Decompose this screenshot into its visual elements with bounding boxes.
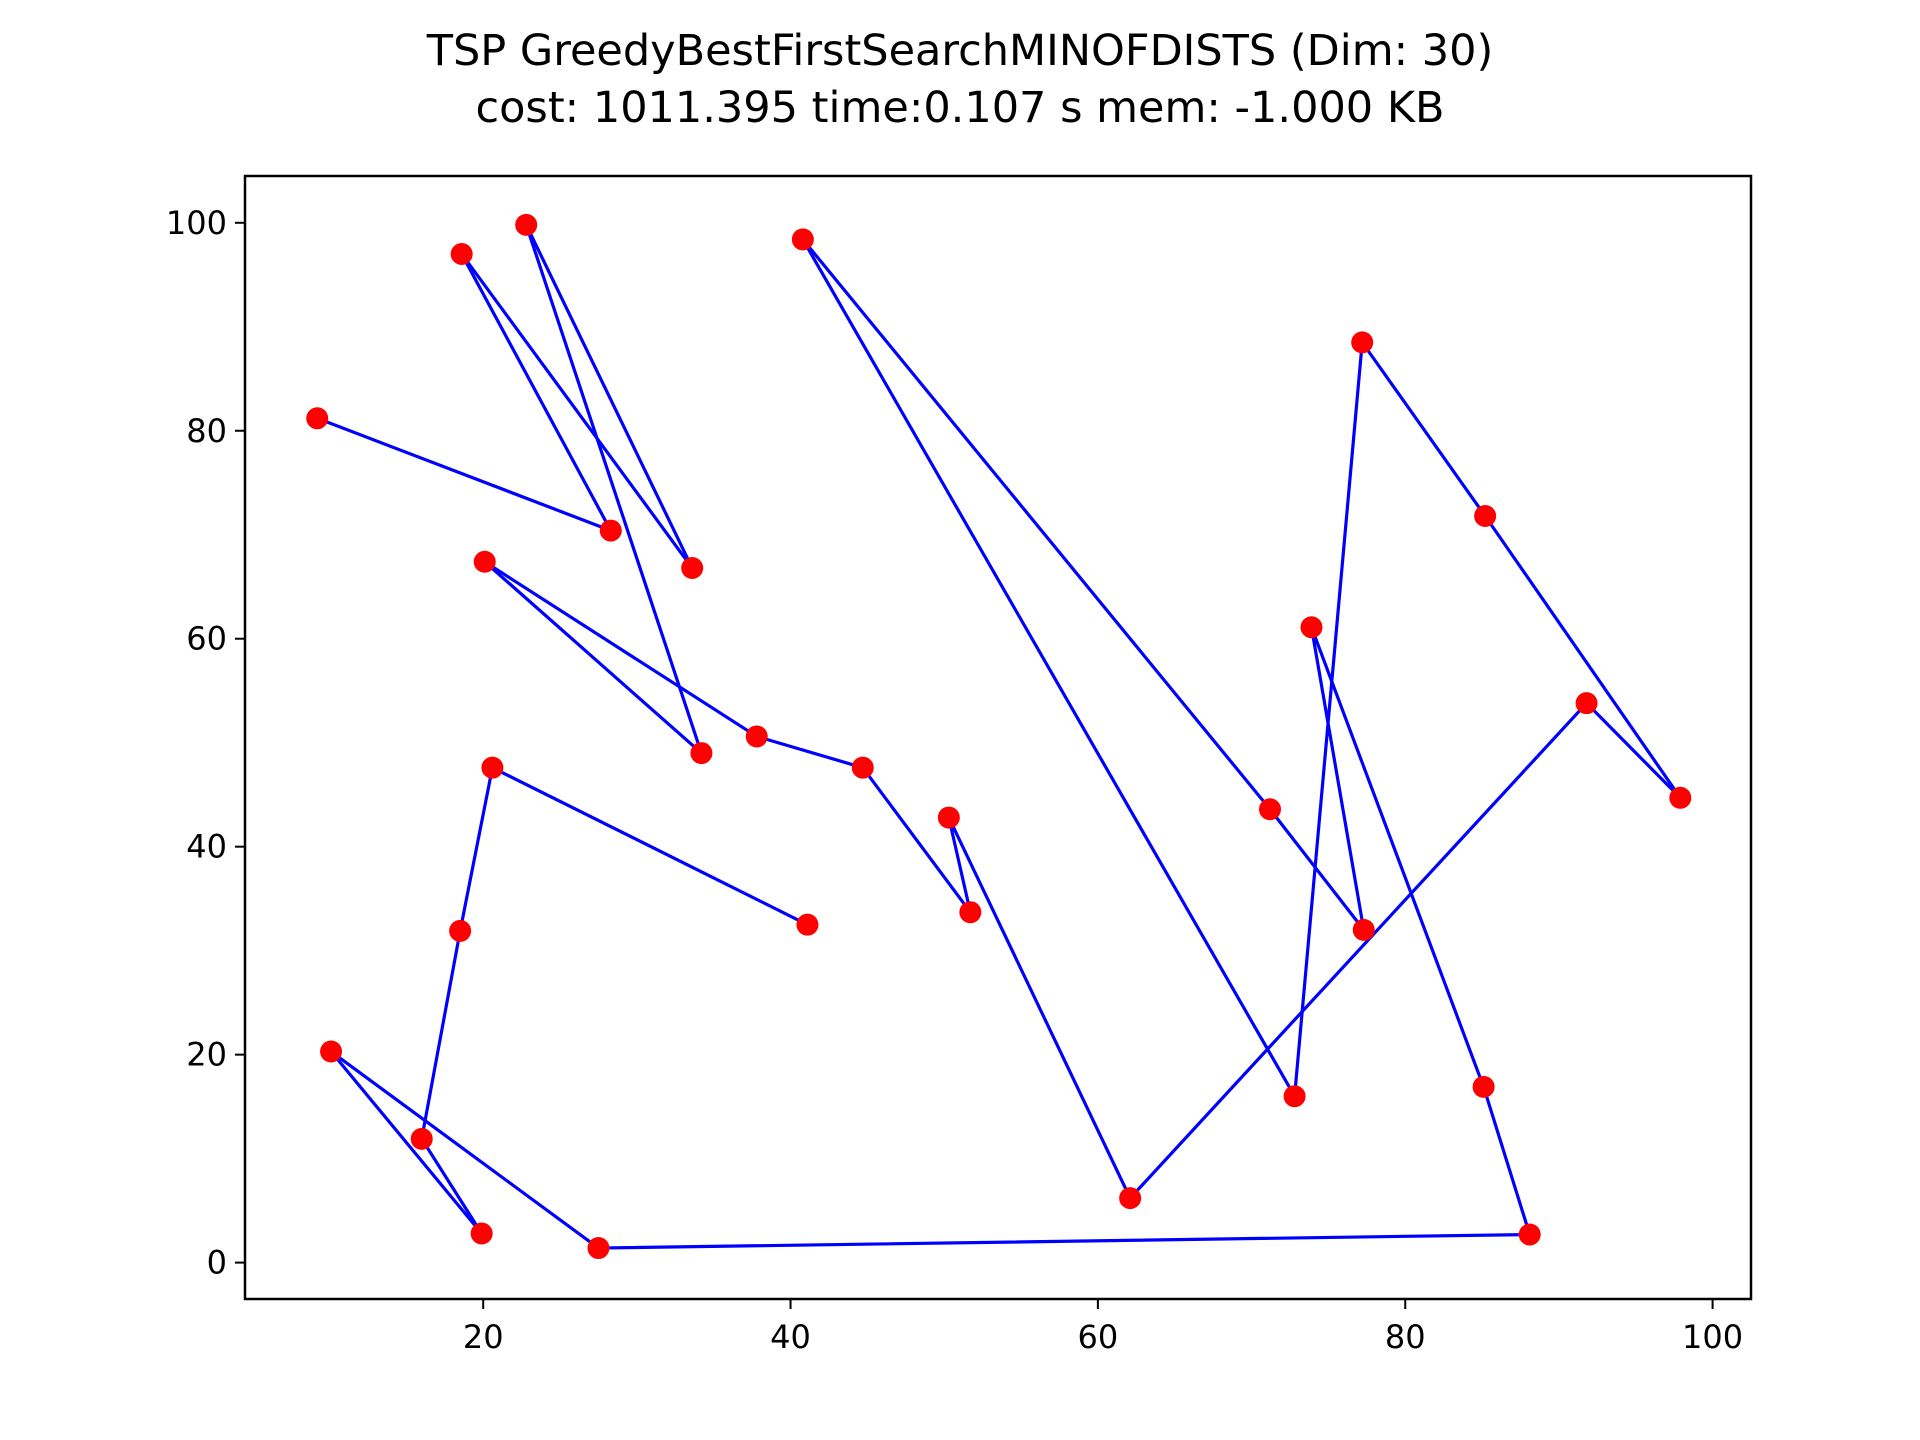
- city-point: [473, 550, 496, 573]
- city-point: [515, 213, 538, 236]
- y-tick-label: 80: [186, 412, 227, 450]
- city-point: [306, 407, 329, 430]
- route-segment: [596, 1232, 1532, 1250]
- x-tick-label: 60: [1078, 1318, 1119, 1356]
- route-segment: [1482, 1085, 1532, 1237]
- route-layer: [315, 223, 1682, 1250]
- route-segment: [801, 237, 1297, 1098]
- city-point: [587, 1237, 610, 1260]
- x-tick-label: 100: [1682, 1318, 1743, 1356]
- city-point: [1259, 798, 1282, 821]
- city-point: [1518, 1223, 1541, 1246]
- city-point: [959, 901, 982, 924]
- route-segment: [460, 252, 694, 570]
- city-point: [791, 228, 814, 251]
- route-segment: [947, 815, 972, 914]
- route-segment: [483, 560, 759, 739]
- city-point: [1119, 1187, 1142, 1210]
- city-point: [481, 756, 504, 779]
- city-point: [450, 242, 473, 265]
- route-segment: [1483, 514, 1682, 800]
- plot-frame: [243, 174, 1753, 1301]
- city-point: [320, 1040, 343, 1063]
- route-segment: [755, 734, 865, 770]
- route-segment: [420, 929, 462, 1141]
- route-segment: [524, 223, 694, 570]
- route-segment: [801, 237, 1272, 811]
- city-point: [449, 919, 472, 942]
- route-segment: [315, 416, 613, 533]
- chart-subtitle: cost: 1011.395 time:0.107 s mem: -1.000 …: [475, 83, 1444, 133]
- city-point: [410, 1127, 433, 1150]
- y-tick-label: 20: [186, 1036, 227, 1074]
- city-point: [796, 913, 819, 936]
- city-point: [1669, 786, 1692, 809]
- route-segment: [329, 1049, 484, 1236]
- city-point: [1283, 1085, 1306, 1108]
- y-tick-label: 60: [186, 620, 227, 658]
- x-axis: 20 40 60 80 100: [463, 1299, 1743, 1356]
- x-tick-label: 20: [463, 1318, 504, 1356]
- route-segment: [483, 560, 704, 755]
- route-segment: [947, 815, 1132, 1200]
- city-point: [937, 806, 960, 829]
- y-tick-label: 40: [186, 828, 227, 866]
- city-point: [1575, 692, 1598, 715]
- route-segment: [460, 252, 613, 533]
- route-segment: [490, 766, 810, 927]
- city-point: [1300, 616, 1323, 639]
- city-point: [851, 756, 874, 779]
- route-segment: [1309, 625, 1366, 932]
- x-tick-label: 40: [770, 1318, 811, 1356]
- city-point: [1472, 1075, 1495, 1098]
- y-tick-label: 100: [166, 204, 227, 242]
- y-axis: 0 20 40 60 80 100: [166, 204, 245, 1282]
- city-point: [599, 519, 622, 542]
- route-segment: [1268, 807, 1366, 932]
- points-layer: [306, 213, 1692, 1260]
- route-segment: [861, 766, 972, 914]
- x-tick-label: 80: [1385, 1318, 1426, 1356]
- route-segment: [329, 1049, 601, 1250]
- route-segment: [458, 766, 495, 933]
- route-segment: [1584, 701, 1682, 800]
- route-segment: [1309, 625, 1486, 1089]
- chart-title: TSP GreedyBestFirstSearchMINOFDISTS (Dim…: [426, 26, 1494, 76]
- y-tick-label: 0: [207, 1244, 227, 1282]
- route-segment: [1360, 340, 1487, 518]
- city-point: [1352, 918, 1375, 941]
- city-point: [470, 1222, 493, 1245]
- city-point: [745, 725, 768, 748]
- city-point: [690, 742, 713, 765]
- route-segment: [420, 1137, 484, 1236]
- route-segment: [524, 223, 704, 755]
- route-segment: [1128, 701, 1589, 1200]
- city-point: [1474, 505, 1497, 528]
- city-point: [1351, 331, 1374, 354]
- city-point: [681, 557, 704, 580]
